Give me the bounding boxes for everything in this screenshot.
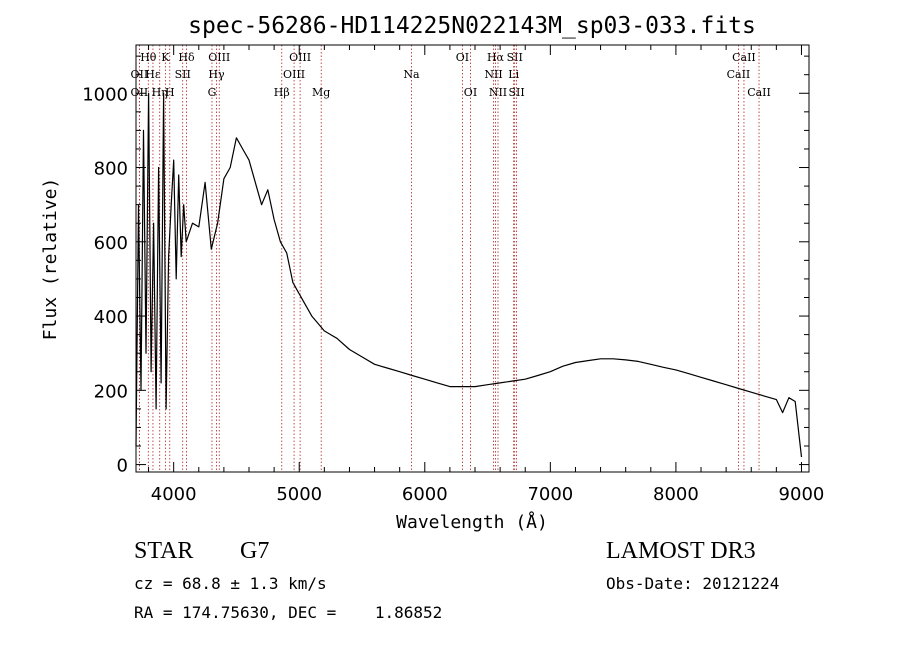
obs-date-text: Obs-Date: 20121224 [606, 574, 780, 593]
object-subclass: G7 [240, 538, 270, 564]
marker-label-13: OIII [289, 51, 311, 64]
marker-label-20: SII [507, 51, 523, 64]
y-tick-label-1: 200 [94, 381, 128, 402]
y-axis-label: Flux (relative) [40, 178, 61, 341]
marker-label-5: K [161, 51, 170, 64]
object-class: STAR [134, 538, 194, 564]
x-tick-label-1: 5000 [276, 484, 322, 505]
marker-label-17: OI [456, 51, 469, 64]
marker-label-9: OIII [208, 51, 230, 64]
x-tick-label-0: 4000 [151, 484, 197, 505]
series-line-0 [135, 92, 803, 458]
marker-label-3: Hε [145, 68, 161, 81]
x-axis-ticks: 4000 5000 6000 7000 8000 9000 [148, 45, 825, 505]
y-tick-label-3: 600 [94, 233, 128, 254]
marker-label-24: SII [508, 86, 524, 99]
marker-label-18: OI [464, 86, 477, 99]
marker-label-0: Hθ [140, 51, 157, 64]
redshift-text: cz = 68.8 ± 1.3 km/s [134, 574, 327, 593]
y-axis-ticks: 0 200 400 600 800 1000 [82, 55, 809, 477]
y-tick-label-2: 400 [94, 307, 128, 328]
x-tick-label-4: 8000 [653, 484, 699, 505]
marker-label-8: Hδ [178, 51, 195, 64]
marker-label-7: H [165, 86, 175, 99]
y-tick-label-4: 800 [94, 159, 128, 180]
marker-label-27: CaII [747, 86, 771, 99]
y-tick-label-5: 1000 [82, 84, 128, 105]
marker-label-14: OIII [283, 68, 305, 81]
survey-name: LAMOST DR3 [606, 538, 756, 564]
marker-label-22: Li [508, 68, 519, 81]
marker-label-12: Hβ [274, 86, 290, 99]
marker-label-15: Mg [312, 86, 330, 99]
marker-label-26: CaII [727, 68, 751, 81]
marker-label-19: Hα [487, 51, 505, 64]
y-tick-label-0: 0 [117, 456, 128, 477]
marker-label-23: NII [489, 86, 507, 99]
marker-label-25: CaII [732, 51, 756, 64]
spectrum-series [135, 92, 803, 458]
marker-label-21: NII [484, 68, 502, 81]
x-tick-label-3: 7000 [527, 484, 573, 505]
marker-label-11: G [208, 86, 217, 99]
x-axis-label: Wavelength (Å) [396, 511, 548, 533]
coordinates-text: RA = 174.75630, DEC = 1.86852 [134, 603, 443, 622]
marker-label-10: Hγ [208, 68, 225, 81]
marker-label-6: SII [175, 68, 191, 81]
x-tick-label-2: 6000 [402, 484, 448, 505]
marker-label-2: OII [131, 86, 149, 99]
chart-title: spec-56286-HD114225N022143M_sp03-033.fit… [188, 13, 756, 39]
plot-frame [135, 44, 810, 473]
marker-label-16: Na [403, 68, 420, 81]
x-tick-label-5: 9000 [779, 484, 825, 505]
